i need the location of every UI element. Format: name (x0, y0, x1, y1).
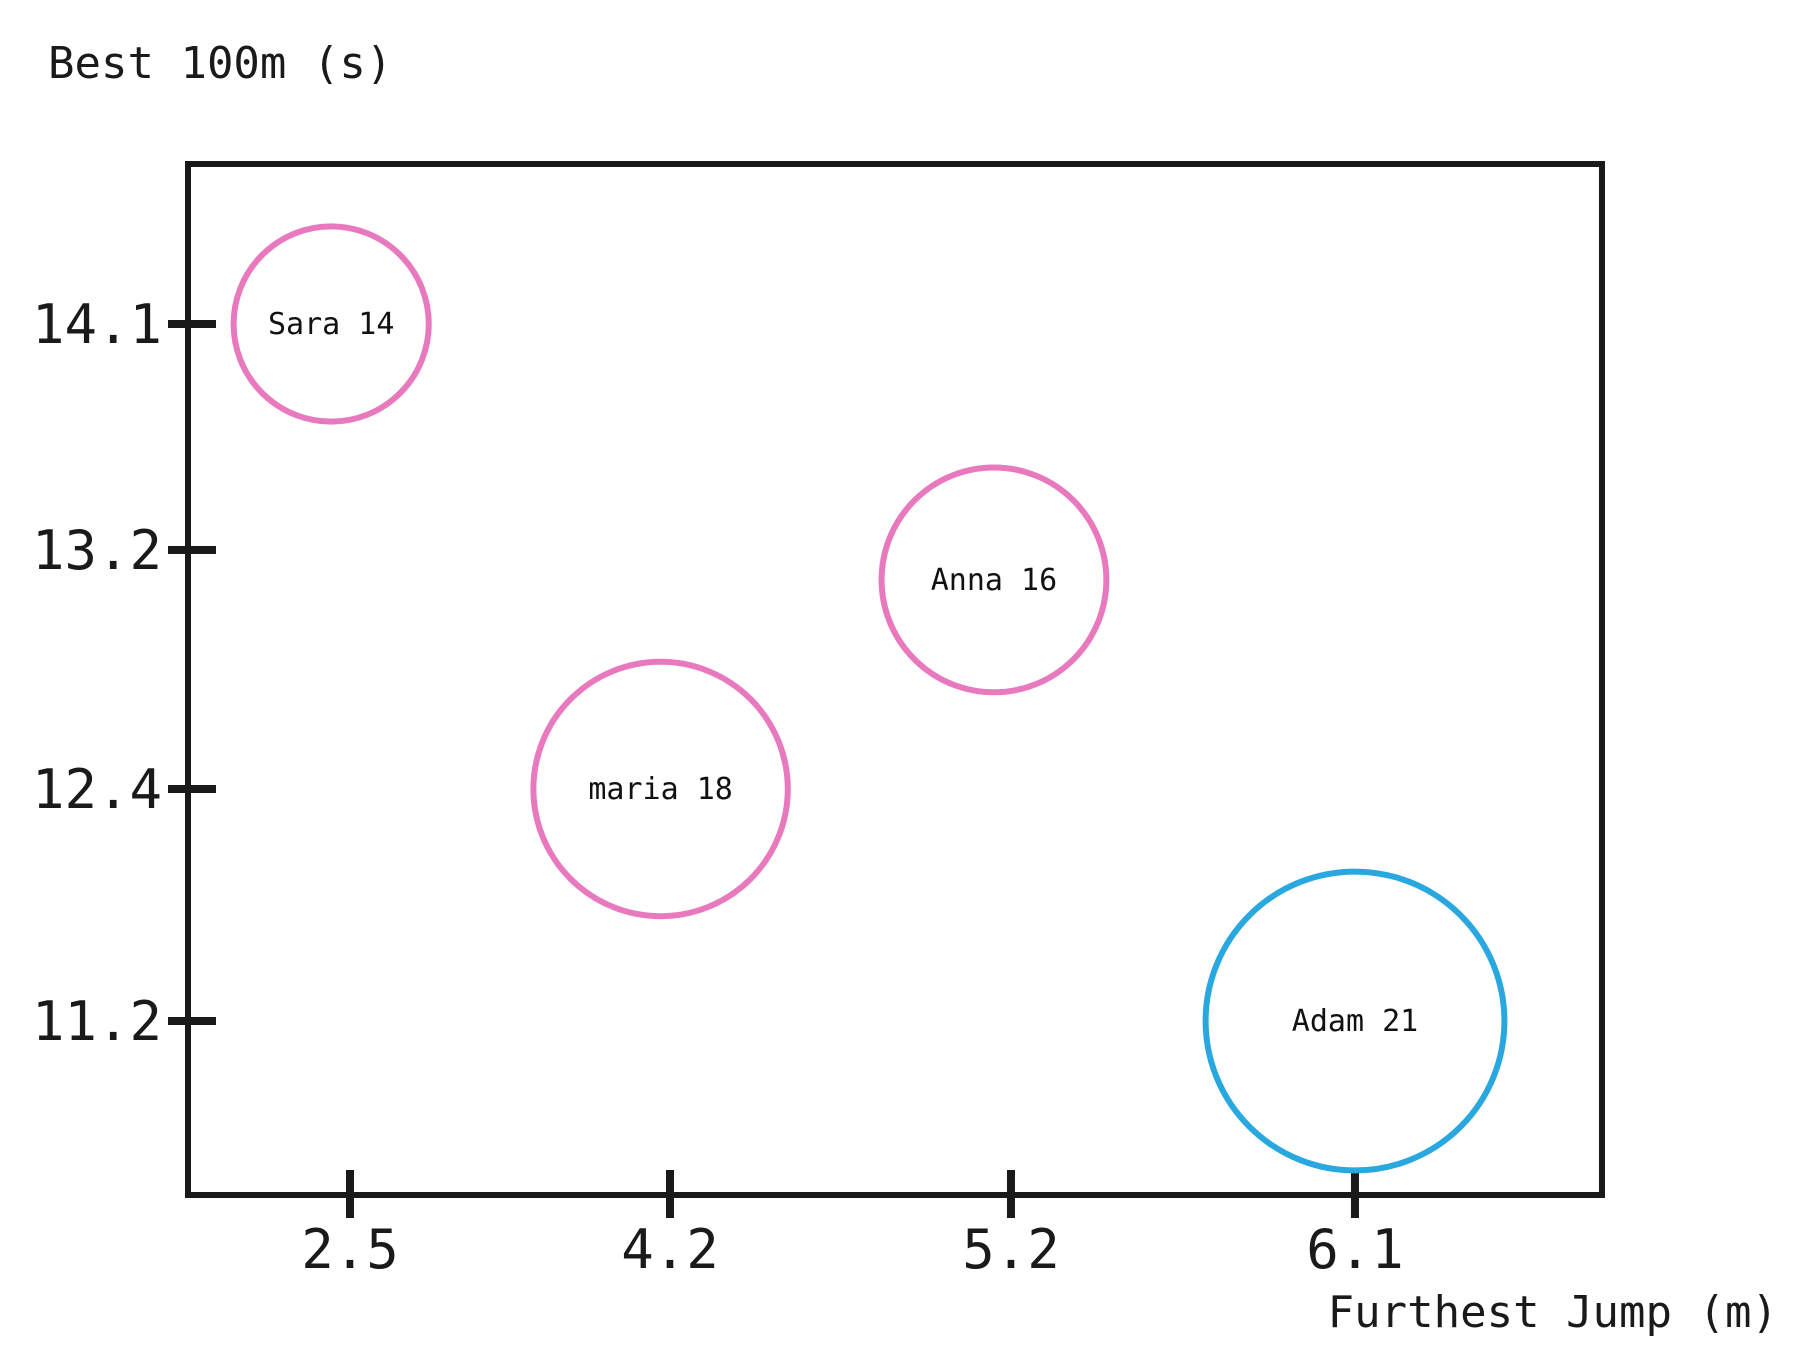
bubble-circle (230, 223, 432, 425)
bubble-label: Adam 21 (1292, 1004, 1418, 1039)
plot-frame (185, 161, 1605, 1198)
bubbles: Sara 14 maria 18 Anna 16 Adam 21 (230, 223, 1508, 1174)
bubble-label: Anna 16 (931, 563, 1057, 598)
x-axis-title: Furthest Jump (m) (1328, 1287, 1778, 1338)
bubble-label: maria 18 (588, 772, 733, 807)
x-tick-label: 2.5 (301, 1218, 399, 1281)
y-axis-title: Best 100m (s) (48, 38, 392, 89)
bubble-circle (530, 658, 791, 920)
x-tick-label: 4.2 (621, 1218, 719, 1281)
y-tick-label: 13.2 (32, 519, 162, 582)
bubble-point: Sara 14 (230, 223, 432, 425)
bubble-point: Anna 16 (878, 464, 1110, 696)
bubble-circle (1202, 868, 1508, 1174)
x-tick-label: 5.2 (962, 1218, 1060, 1281)
y-tick-label: 11.2 (32, 990, 162, 1053)
y-tick-label: 14.1 (32, 293, 162, 356)
bubble-label: Sara 14 (268, 307, 394, 342)
y-tick-label: 12.4 (32, 758, 162, 821)
bubble-point: Adam 21 (1202, 868, 1508, 1174)
bubble-point: maria 18 (530, 658, 791, 920)
y-axis: 14.1 13.2 12.4 11.2 (32, 293, 216, 1053)
x-tick-label: 6.1 (1306, 1218, 1404, 1281)
bubble-circle (878, 464, 1110, 696)
x-axis: 2.5 4.2 5.2 6.1 (301, 1170, 1404, 1281)
